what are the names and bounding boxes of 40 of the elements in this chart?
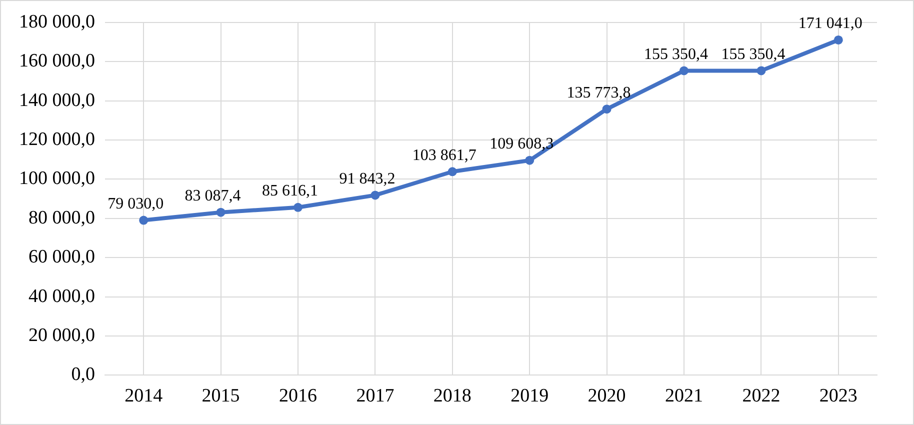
point: [139, 216, 148, 225]
y-tick-label: 120 000,0: [19, 128, 95, 150]
data-label: 91 843,2: [339, 170, 396, 188]
y-tick-label: 140 000,0: [19, 90, 95, 111]
x-tick-label: 2014: [124, 386, 164, 407]
x-tick-label: 2023: [819, 386, 858, 407]
y-tick-label: 100 000,0: [19, 168, 95, 190]
point: [294, 202, 302, 212]
x-tick-label: 2020: [588, 386, 626, 407]
x-tick-label: 2022: [742, 386, 780, 407]
x-tick-label: 2015: [202, 386, 240, 407]
point: [756, 66, 766, 76]
x-tick-label: 2016: [279, 386, 317, 407]
data-label: 83 087,4: [184, 188, 241, 205]
point: [448, 167, 457, 176]
point: [370, 190, 380, 200]
point: [525, 156, 534, 165]
point: [834, 35, 843, 44]
data-label: 109 608,3: [490, 136, 554, 153]
data-label: 171 041,0: [798, 15, 862, 32]
y-tick-label: 160 000,0: [19, 50, 95, 72]
data-label: 155 350,4: [644, 46, 708, 63]
data-label: 135 773,8: [566, 84, 631, 102]
y-tick-label: 180 000,0: [19, 11, 95, 32]
y-tick-label: 0,0: [71, 364, 95, 386]
y-tick-label: 80 000,0: [28, 207, 95, 228]
y-tick-label: 40 000,0: [28, 286, 95, 307]
point: [602, 104, 612, 114]
y-tick-label: 20 000,0: [28, 324, 95, 346]
data-label: 79 030,0: [108, 196, 164, 213]
data-label: 103 861,7: [412, 146, 476, 164]
y-tick-label: 60 000,0: [28, 246, 95, 268]
x-tick-label: 2021: [665, 386, 703, 407]
point: [216, 208, 226, 217]
data-label: 85 616,1: [262, 182, 318, 200]
x-tick-label: 2019: [510, 386, 549, 407]
data-label: 155 350,4: [721, 46, 786, 63]
x-tick-label: 2017: [356, 386, 394, 407]
point: [680, 66, 688, 76]
x-tick-label: 2018: [433, 386, 472, 407]
